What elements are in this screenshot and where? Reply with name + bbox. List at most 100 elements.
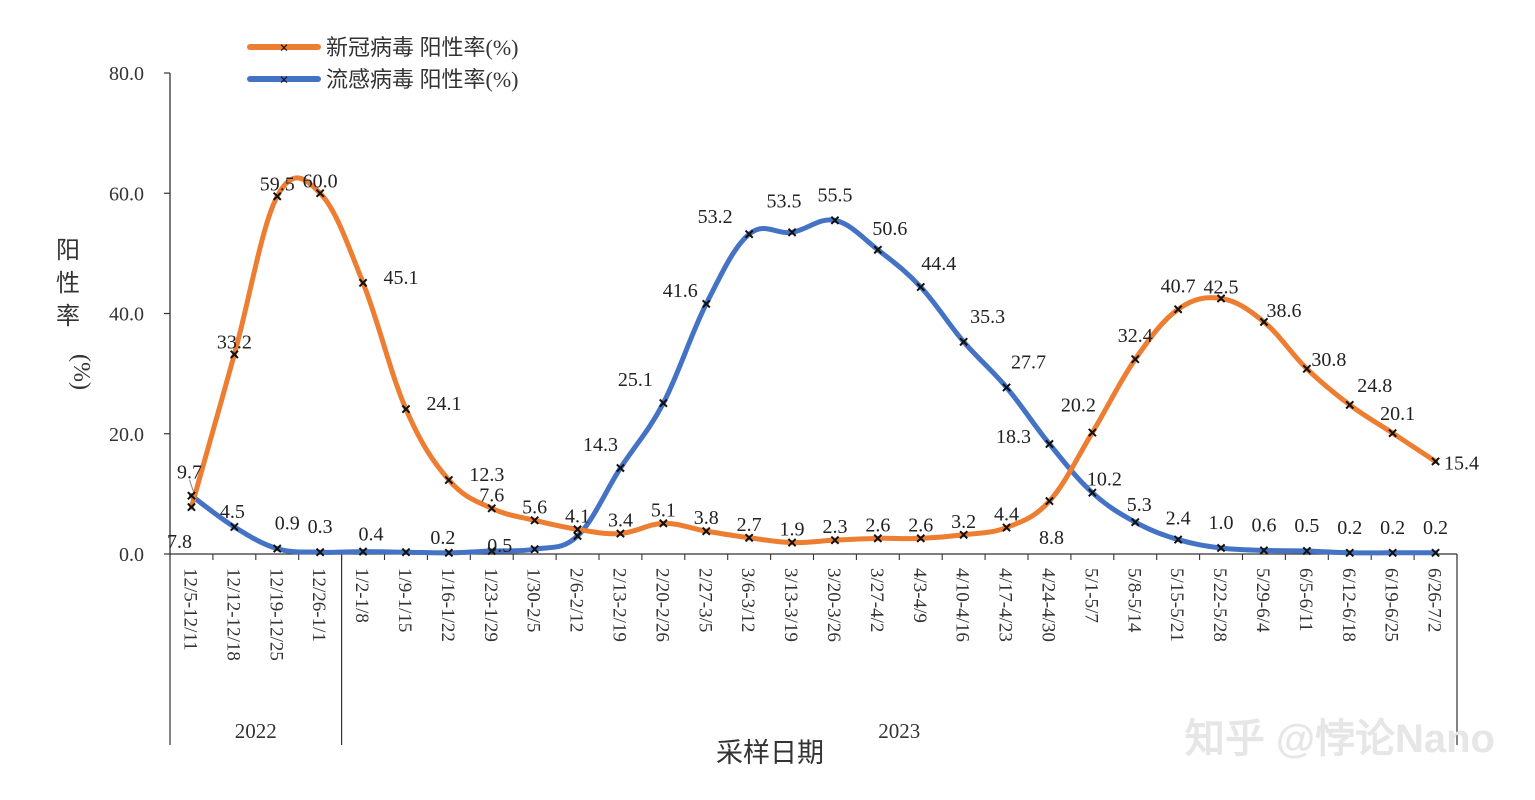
data-point-flu: [358, 547, 368, 556]
data-label-flu: 53.5: [767, 190, 802, 212]
x-tick-label: 4/17-4/23: [995, 568, 1016, 642]
data-label-covid: 3.4: [608, 510, 633, 532]
x-tick-label: 1/30-2/5: [523, 568, 544, 632]
data-point-flu: [1302, 546, 1312, 556]
data-label-flu: 0.2: [1380, 517, 1405, 539]
data-point-flu: [230, 522, 239, 532]
x-tick-label: 4/10-4/16: [952, 568, 973, 642]
data-label-flu: 25.1: [618, 369, 653, 391]
data-point-covid: [1045, 496, 1054, 506]
data-label-flu: 0.9: [275, 513, 300, 535]
data-point-flu: [1130, 517, 1140, 527]
data-point-flu: [916, 282, 926, 292]
data-label-flu: 44.4: [921, 253, 956, 275]
x-tick-label: 2/27-3/5: [694, 568, 715, 632]
data-point-flu: [1045, 439, 1054, 449]
data-label-flu: 14.3: [583, 434, 618, 456]
data-label-flu: 10.2: [1087, 469, 1122, 491]
data-label-covid: 30.8: [1311, 349, 1346, 371]
y-axis-title-char-2: 性: [56, 270, 80, 297]
legend-label-flu: 流感病毒 阳性率(%): [326, 67, 518, 92]
y-axis-title: 阳 性 率 (%): [56, 238, 94, 390]
data-point-covid: [573, 525, 582, 534]
data-point-covid: [873, 534, 883, 543]
data-point-flu: [787, 228, 797, 237]
data-point-covid: [959, 530, 968, 540]
data-point-flu: [873, 245, 883, 255]
x-tick-label: 6/5-6/11: [1295, 568, 1316, 632]
data-point-covid: [487, 503, 497, 513]
legend-marker-covid: ×: [279, 40, 288, 57]
x-tick-label: 2/6-2/12: [566, 568, 587, 632]
data-point-covid: [616, 529, 625, 538]
data-label-covid: 20.2: [1061, 395, 1096, 417]
data-point-flu: [1345, 548, 1355, 558]
data-label-covid: 1.9: [780, 519, 805, 541]
data-point-covid: [401, 404, 411, 414]
x-tick-label: 5/29-6/4: [1252, 568, 1273, 633]
data-label-covid: 12.3: [469, 464, 504, 486]
data-label-covid: 3.2: [951, 511, 976, 533]
year-group-label: 2023: [878, 719, 920, 743]
data-point-flu: [272, 544, 282, 553]
data-label-flu: 35.3: [970, 306, 1005, 328]
data-label-flu: 53.2: [698, 206, 733, 228]
data-point-covid: [701, 526, 711, 536]
data-point-flu: [830, 215, 840, 225]
data-point-covid: [358, 278, 368, 288]
data-point-covid: [787, 538, 797, 547]
x-tick-label: 6/19-6/25: [1381, 568, 1402, 642]
y-tick-label: 80.0: [109, 63, 144, 85]
data-label-covid: 2.6: [865, 514, 890, 536]
data-label-covid: 8.8: [1039, 527, 1064, 549]
data-point-covid: [1088, 428, 1097, 437]
x-tick-label: 1/23-1/29: [480, 568, 501, 642]
data-point-flu: [744, 229, 754, 239]
y-tick-label: 60.0: [109, 183, 144, 205]
y-tick-label: 40.0: [109, 304, 144, 326]
axes: 0.0 20.0 40.0 60.0 80.0 2022 2023 12/5-12/11 12/…: [109, 63, 1458, 745]
data-point-covid: [1431, 457, 1440, 466]
data-label-flu: 2.4: [1166, 508, 1191, 530]
x-tick-label: 5/8-5/14: [1123, 568, 1144, 633]
y-axis-title-char-1: 阳: [56, 238, 80, 264]
data-point-covid: [830, 535, 840, 545]
series-line-covid: [188, 175, 1439, 546]
data-label-covid: 2.6: [908, 514, 933, 536]
data-point-flu: [444, 548, 454, 558]
x-tick-label: 12/5-12/11: [179, 568, 200, 651]
data-point-covid: [230, 350, 239, 359]
data-point-covid: [916, 534, 926, 543]
data-label-flu: 0.5: [1294, 515, 1319, 537]
data-point-covid: [315, 188, 325, 198]
data-point-covid: [1002, 523, 1011, 532]
data-point-flu: [701, 299, 711, 309]
series-line-flu: [188, 217, 1439, 556]
data-label-flu: 0.2: [430, 527, 455, 549]
x-tick-label: 5/15-5/21: [1166, 568, 1187, 642]
data-label-flu: 0.2: [1337, 517, 1362, 539]
data-label-covid: 4.4: [994, 504, 1019, 526]
data-label-flu: 0.4: [359, 524, 384, 546]
x-tick-label: 2/20-2/26: [651, 568, 672, 642]
data-point-flu: [1216, 543, 1226, 553]
data-label-flu: 50.6: [872, 218, 907, 240]
x-tick-label: 4/3-4/9: [909, 568, 930, 623]
x-tick-label: 3/13-3/19: [780, 568, 801, 642]
data-point-covid: [1173, 304, 1183, 314]
data-label-flu: 0.5: [487, 535, 512, 557]
x-tick-label: 3/27-4/2: [866, 568, 887, 632]
x-tick-label: 12/26-1/1: [308, 568, 329, 642]
x-tick-label: 1/2-1/8: [351, 568, 372, 623]
x-tick-label: 12/12-12/18: [222, 568, 243, 661]
data-point-covid: [1302, 364, 1312, 374]
data-point-covid: [444, 475, 454, 485]
data-label-flu: 0.2: [1423, 517, 1448, 539]
x-tick-label: 4/24-4/30: [1037, 568, 1058, 642]
data-point-flu: [530, 544, 539, 554]
data-point-flu: [1259, 546, 1269, 555]
data-label-flu: 41.6: [663, 280, 698, 302]
data-label-covid: 7.8: [167, 531, 192, 553]
data-point-covid: [187, 502, 196, 512]
